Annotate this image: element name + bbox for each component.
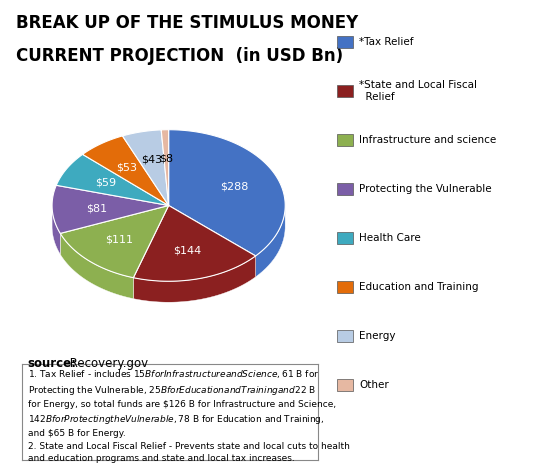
Text: CURRENT PROJECTION  (in USD Bn): CURRENT PROJECTION (in USD Bn) [16,47,343,65]
Text: Protecting the Vulnerable: Protecting the Vulnerable [359,184,492,194]
Text: $111: $111 [106,235,133,245]
Text: Infrastructure and science: Infrastructure and science [359,135,496,145]
Polygon shape [256,207,285,277]
Polygon shape [60,234,133,299]
Polygon shape [83,136,169,205]
Text: Energy: Energy [359,331,395,341]
Text: $81: $81 [86,203,107,213]
Text: Health Care: Health Care [359,233,421,243]
Polygon shape [133,205,256,281]
Text: Education and Training: Education and Training [359,282,479,292]
Polygon shape [122,130,169,205]
Text: $144: $144 [174,246,202,256]
Polygon shape [169,130,285,256]
Text: *Tax Relief: *Tax Relief [359,37,413,47]
Polygon shape [161,130,169,205]
Text: Other: Other [359,380,389,390]
Polygon shape [60,205,169,278]
Text: $53: $53 [116,162,137,172]
Polygon shape [52,206,60,255]
Text: *State and Local Fiscal
  Relief: *State and Local Fiscal Relief [359,80,477,102]
Polygon shape [133,256,256,302]
Text: $43: $43 [141,155,162,165]
Text: $288: $288 [220,181,249,191]
Text: source:: source: [27,357,76,370]
Polygon shape [52,185,169,234]
Text: Recovery.gov: Recovery.gov [66,357,149,370]
Text: 1. Tax Relief - includes $15 B for Infrastructure and Science, $61 B for
Protect: 1. Tax Relief - includes $15 B for Infra… [28,368,350,463]
Text: $8: $8 [159,154,174,163]
Polygon shape [56,155,169,205]
Text: $59: $59 [95,178,116,188]
Text: BREAK UP OF THE STIMULUS MONEY: BREAK UP OF THE STIMULUS MONEY [16,14,358,32]
